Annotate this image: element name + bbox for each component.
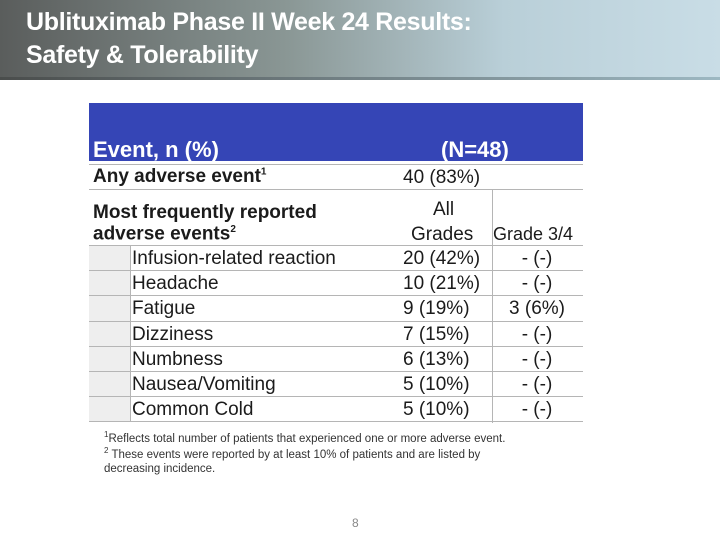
grid-line <box>492 189 493 423</box>
row-event: Dizziness <box>132 323 214 345</box>
row-event: Fatigue <box>132 298 196 320</box>
grid-line <box>130 346 131 372</box>
grid-line <box>89 245 583 246</box>
fn2-sup: 2 <box>104 446 109 455</box>
row-grade34: - (-) <box>521 374 553 395</box>
row-all-grades: 20 (42%) <box>403 248 481 269</box>
title-divider <box>0 77 720 80</box>
grid-line <box>130 246 131 272</box>
freq-sup: 2 <box>230 224 236 235</box>
any-ae-value: 40 (83%) <box>403 167 481 188</box>
slide-title-line1: Ublituximab Phase II Week 24 Results: <box>26 8 472 36</box>
header-event: Event, n (%) <box>93 137 219 162</box>
grid-line <box>89 295 583 297</box>
safety-table: Event, n (%) (N=48) Any adverse event1 4… <box>89 103 583 423</box>
grid-line <box>89 421 583 423</box>
freq-label-line2: adverse events <box>93 223 231 245</box>
row-indent-shade <box>89 397 130 422</box>
grid-line <box>89 345 583 347</box>
row-all-grades: 10 (21%) <box>403 273 481 295</box>
row-all-grades: 9 (19%) <box>403 298 470 320</box>
any-ae-text: Any adverse event <box>93 166 261 187</box>
col-grade34: Grade 3/4 <box>493 224 574 244</box>
table-header <box>89 103 583 161</box>
row-indent-shade <box>89 372 130 397</box>
row-indent-shade <box>89 346 130 371</box>
row-all-grades: 6 (13%) <box>403 348 470 370</box>
grid-line <box>130 271 131 297</box>
grid-line <box>89 371 583 372</box>
any-ae-sup: 1 <box>260 166 267 178</box>
row-event: Common Cold <box>132 399 254 421</box>
slide-title: Ublituximab Phase II Week 24 Results: Sa… <box>26 6 706 72</box>
grid-line <box>130 397 131 423</box>
grid-line <box>130 372 131 398</box>
row-all-grades: 7 (15%) <box>403 323 470 345</box>
row-grade34: - (-) <box>521 348 553 370</box>
row-event: Headache <box>132 273 219 295</box>
fn2-line1: These events were reported by at least 1… <box>111 448 481 461</box>
row-event: Nausea/Vomiting <box>132 374 276 395</box>
row-grade34: - (-) <box>521 273 553 295</box>
row-all-grades: 5 (10%) <box>403 374 470 395</box>
row-grade34: 3 (6%) <box>509 298 565 320</box>
slide-title-line2: Safety & Tolerability <box>26 41 259 69</box>
grid-line <box>89 396 583 398</box>
freq-label: Most frequently reported adverse events2 <box>93 202 317 245</box>
header-n: (N=48) <box>441 137 509 162</box>
col-all-line1: All <box>433 199 455 220</box>
col-all-line2: Grades <box>411 224 474 245</box>
footnote-2: 2 These events were reported by at least… <box>104 444 480 476</box>
grid-line <box>89 164 583 165</box>
row-indent-shade <box>89 271 130 296</box>
title-bar: Ublituximab Phase II Week 24 Results: Sa… <box>0 0 720 80</box>
row-event: Infusion-related reaction <box>132 248 336 269</box>
row-grade34: - (-) <box>521 399 553 421</box>
row-grade34: - (-) <box>521 248 553 269</box>
row-event: Numbness <box>132 348 223 370</box>
col-all-grades: All <box>433 199 454 221</box>
grid-line <box>89 270 583 272</box>
row-indent-shade <box>89 296 130 321</box>
footnote-1: 1Reflects total number of patients that … <box>104 428 505 446</box>
grid-line <box>89 320 583 322</box>
any-ae-label: Any adverse event1 <box>93 166 266 188</box>
fn1-text: Reflects total number of patients that e… <box>108 432 506 445</box>
row-grade34: - (-) <box>521 323 553 345</box>
grid-line <box>130 321 131 347</box>
grid-line <box>89 189 583 190</box>
row-indent-shade <box>89 321 130 346</box>
row-all-grades: 5 (10%) <box>403 399 470 421</box>
row-indent-shade <box>89 246 130 271</box>
freq-label-line1: Most frequently reported <box>93 202 317 223</box>
fn1-sup: 1 <box>104 430 109 439</box>
page-number: 8 <box>352 516 359 530</box>
fn2-line2: decreasing incidence. <box>104 462 216 475</box>
grid-line <box>130 296 131 322</box>
